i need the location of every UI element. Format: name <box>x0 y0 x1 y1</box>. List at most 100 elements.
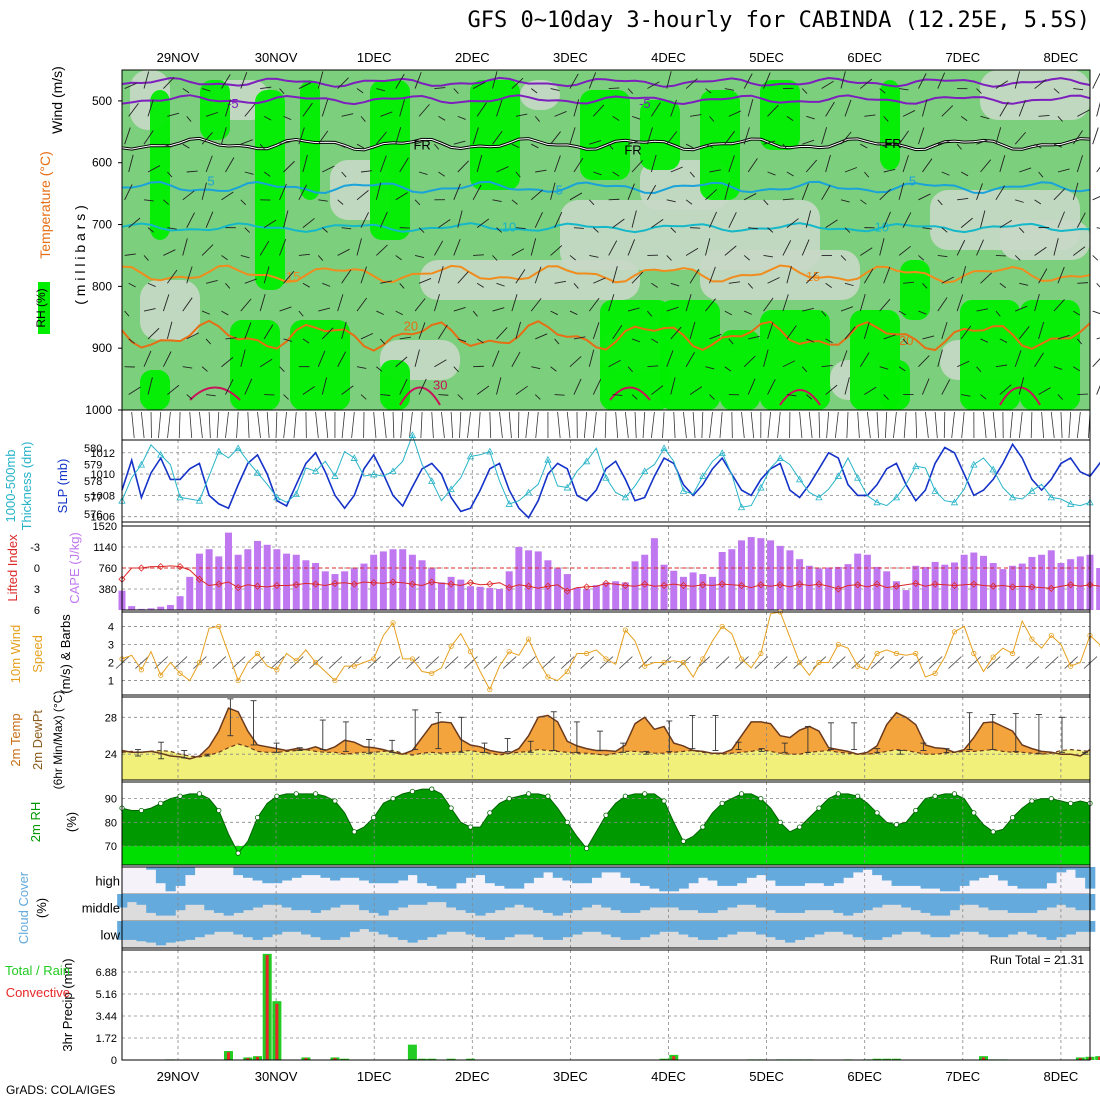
date-label-bottom: 2DEC <box>455 1069 490 1084</box>
rh-point <box>332 798 338 804</box>
wind-barb <box>379 211 388 228</box>
wind-barb <box>511 294 518 312</box>
wind-barb <box>937 199 943 206</box>
cloud-low-bar <box>794 921 805 940</box>
cloud-middle-bar <box>243 894 254 911</box>
cloud-high-bar <box>775 867 786 886</box>
cape-panel <box>118 525 1100 610</box>
surface-barb <box>767 411 771 439</box>
cloud-middle-bar <box>417 894 428 905</box>
precip-background <box>122 950 1090 1060</box>
rh-point <box>777 819 783 825</box>
wind-barb <box>569 255 576 261</box>
wind-barb <box>612 324 623 340</box>
surface-wind-barb <box>773 656 788 669</box>
wind-barb <box>186 266 193 284</box>
rh-point <box>506 795 512 802</box>
wind-barb <box>341 269 352 284</box>
cape-bar <box>902 590 910 610</box>
rh-dry-patch <box>980 70 1090 120</box>
cloud-low-bar <box>872 921 883 940</box>
cloud-low-bar <box>126 921 138 940</box>
cape-bar <box>544 560 552 610</box>
cloud-low-bar <box>243 921 254 938</box>
slp-tick-label: 1012 <box>91 448 115 460</box>
cape-bar <box>525 550 533 610</box>
wind-barb <box>608 294 615 312</box>
wind-barb <box>434 143 440 150</box>
cloud-low-bar <box>920 921 931 935</box>
surface-barb <box>692 411 696 439</box>
cloud-middle-bar <box>223 894 234 916</box>
wind-barb <box>511 248 525 256</box>
cloud-middle-bar <box>939 894 951 916</box>
cloud-low-bar <box>862 921 873 940</box>
wind-barb <box>1053 188 1066 201</box>
wind-barb <box>592 227 599 233</box>
cape-bar <box>621 582 629 610</box>
wind-barb <box>360 212 369 228</box>
wind-speed-point <box>293 658 299 664</box>
wind-barb <box>709 333 722 340</box>
cloud-low-bar <box>436 921 447 935</box>
surface-barb <box>866 411 871 439</box>
wind-barb <box>1018 326 1030 340</box>
wind-barb <box>821 80 834 89</box>
surface-barb <box>140 411 145 439</box>
cloud-middle-bar <box>620 894 631 913</box>
wind-barb <box>864 114 876 117</box>
surface-barb <box>808 411 813 439</box>
wind-barb <box>937 297 948 312</box>
wind-barb <box>511 351 521 367</box>
wind10m-axis-label: 10m Wind <box>8 625 23 684</box>
wind-barb <box>1018 227 1025 233</box>
surface-barb <box>431 411 434 439</box>
wind-barb <box>999 101 1009 117</box>
lifted-index-point <box>505 584 513 592</box>
cloud-low-bar <box>910 921 922 932</box>
cape-bar <box>186 576 194 610</box>
cloud-middle-bar <box>1075 894 1086 911</box>
wind-barb <box>302 154 308 173</box>
wind-barb <box>921 99 928 117</box>
wind-barb <box>1034 199 1042 205</box>
cloud-high-bar <box>881 867 893 881</box>
wind-barb <box>414 139 428 145</box>
cloud-middle-bar <box>194 894 205 905</box>
wind-barb <box>825 338 833 344</box>
wind-barb <box>844 282 854 287</box>
cloud-low-bar <box>455 921 467 932</box>
surface-wind-barb <box>715 656 730 669</box>
wind-barb <box>438 115 446 121</box>
cloud-high-bar <box>639 867 651 886</box>
wind-barb <box>805 210 812 228</box>
rh-panel <box>119 782 1093 865</box>
cloud-low-bar <box>939 921 951 938</box>
wind-barb <box>724 366 732 372</box>
rh-point <box>545 793 551 799</box>
surface-barb <box>283 411 287 439</box>
wind-barb <box>244 378 253 395</box>
cape-bar <box>1047 550 1055 610</box>
wind-barb <box>1034 293 1040 312</box>
wind-barb <box>1038 268 1048 284</box>
cloud-low-bar <box>765 921 776 938</box>
wind-barb <box>903 281 915 284</box>
wind-barb <box>670 326 682 340</box>
cloud-middle-bar <box>794 894 805 913</box>
precip-convective-bar <box>265 955 269 1060</box>
wind-barb <box>1018 377 1025 395</box>
cloud-low-bar <box>688 921 699 938</box>
pressure-units-label: ( m i l l i b a r s ) <box>72 205 88 305</box>
wind-barb <box>225 99 231 117</box>
wind-barb <box>379 155 387 173</box>
cloud-middle-bar <box>881 894 893 905</box>
thickness-point <box>621 493 630 501</box>
wind-barb <box>980 159 992 173</box>
wind-barb <box>550 366 557 372</box>
thickness-point <box>699 472 707 479</box>
wind-speed-point <box>235 677 241 684</box>
cape-bar <box>457 579 465 610</box>
surface-barb <box>719 411 723 439</box>
cloud-high-bar <box>552 867 563 878</box>
